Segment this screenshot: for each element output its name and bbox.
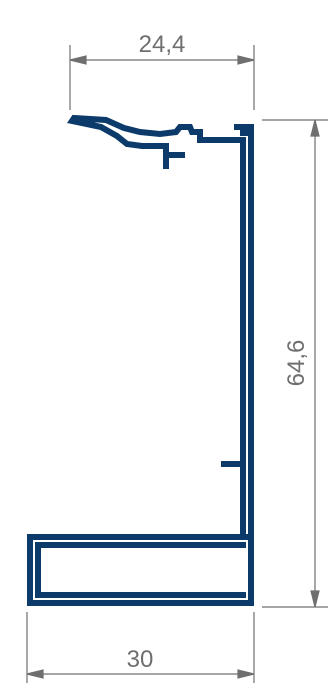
bottom-width-label: 30 <box>127 646 154 673</box>
top-arrow-right <box>237 55 255 65</box>
bottom-arrow-right <box>237 669 255 679</box>
top-width-label: 24,4 <box>139 31 186 58</box>
top-arrow-left <box>69 55 87 65</box>
aluminium-profile <box>27 114 254 606</box>
height-arrow-top <box>310 119 320 137</box>
dimension-lines <box>26 45 328 683</box>
profile-top-tab <box>163 143 185 169</box>
height-arrow-bottom <box>310 590 320 608</box>
profile-top-flange <box>67 114 254 158</box>
profile-bottom-chamber <box>27 534 254 606</box>
bottom-arrow-left <box>26 669 44 679</box>
height-label: 64,6 <box>283 340 310 387</box>
